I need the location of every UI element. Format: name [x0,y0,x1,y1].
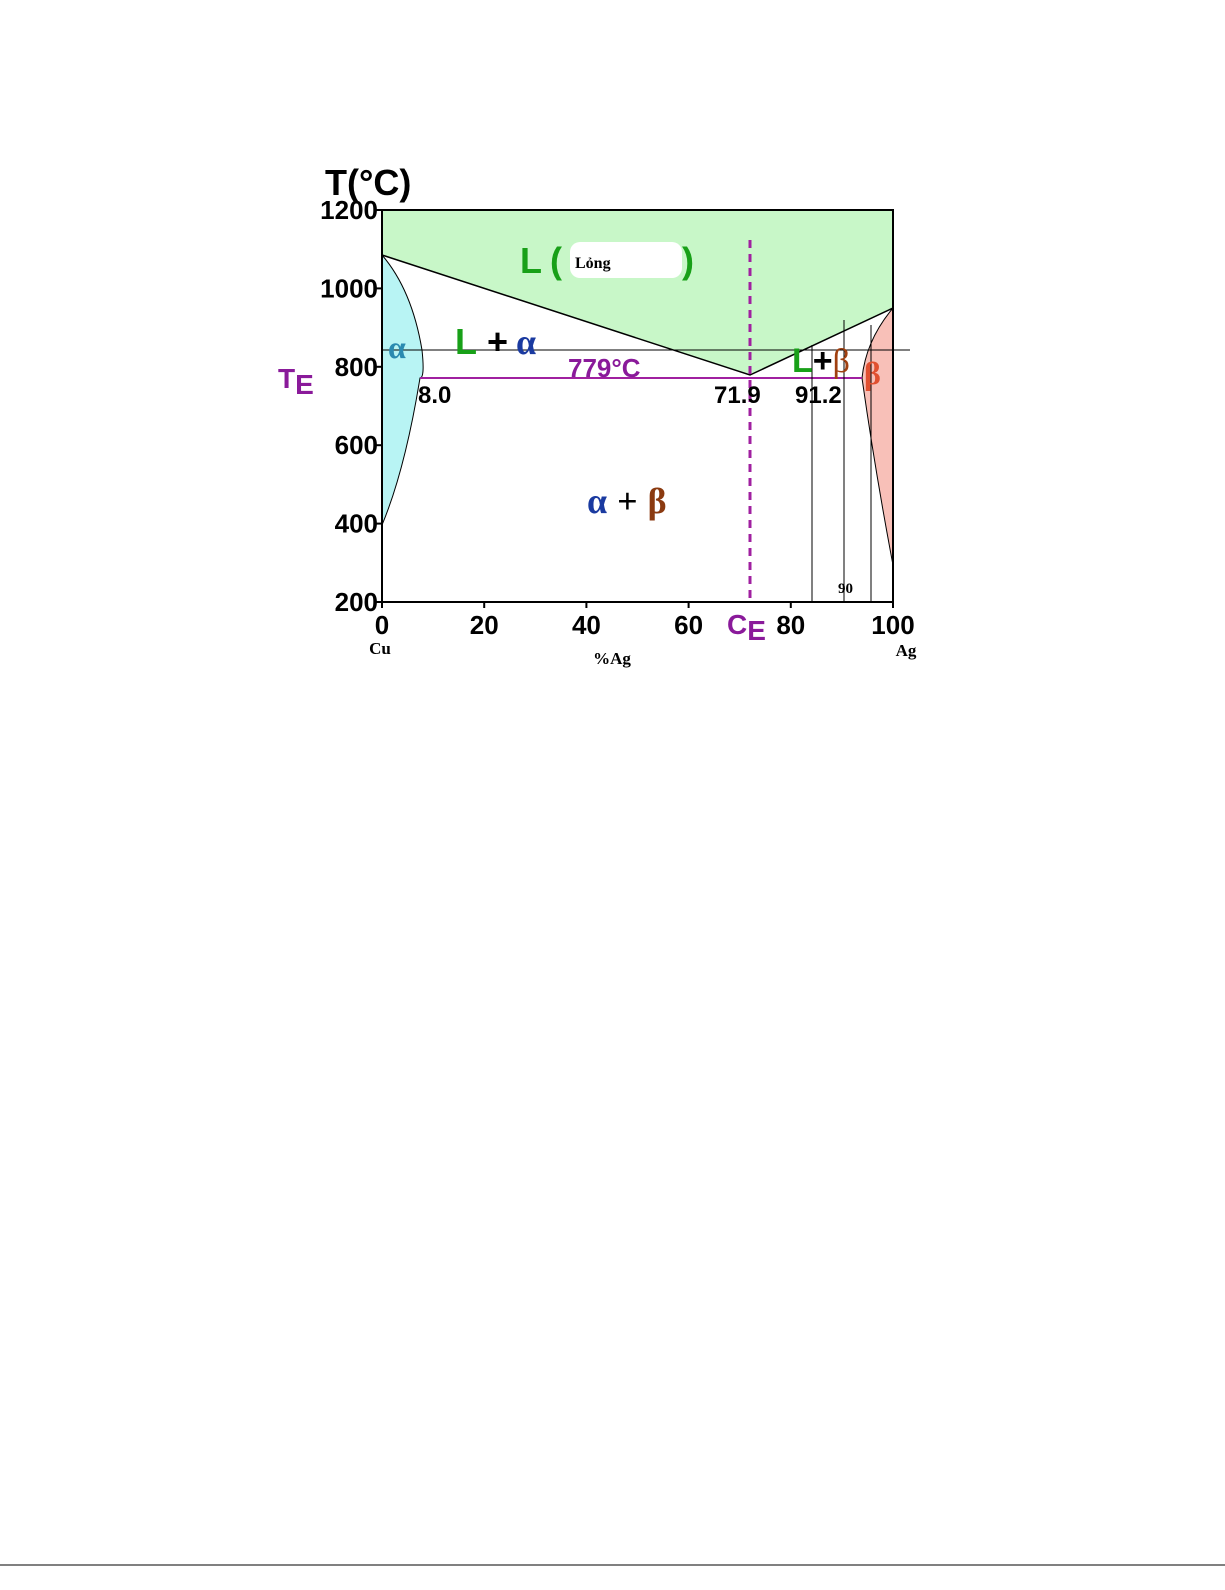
eutectic-point: 8.0 [418,382,451,409]
x-tick-label: 0 [375,610,389,640]
region-label: L+β [792,342,850,380]
region-label: ) [682,240,694,281]
marker-label: 90 [838,581,853,597]
region-label: L( [520,240,562,281]
region-label: Lỏng [575,255,611,272]
eutectic-point: 71.9 [714,382,761,409]
x-tick-label: 60 [674,610,703,640]
liquid-region [382,210,893,375]
x-left-label: Cu [369,639,391,658]
eutectic-temperature: 779°C [568,353,641,383]
y-tick-label: 1000 [320,273,378,303]
region-label: β [864,355,881,391]
x-tick-label: 20 [470,610,499,640]
x-right-label: Ag [896,641,917,660]
beta-region [861,306,894,566]
y-tick-label: 1200 [320,195,378,225]
x-tick-label: 40 [572,610,601,640]
alpha-region [381,253,424,526]
region-label: α [388,329,406,365]
plot-frame [381,209,894,603]
liquidus [381,254,894,376]
label-box [570,242,682,278]
eutectic-point: 91.2 [795,382,842,409]
region-label: L + α [455,321,536,362]
x-axis-label: %Ag [593,649,631,668]
x-tick-label: 100 [871,610,914,640]
y-tick-label: 200 [335,587,378,617]
region-label: α + β [587,481,667,521]
te-label: TE [278,363,314,400]
y-tick-label: 800 [335,352,378,382]
x-tick-label: 80 [776,610,805,640]
ce-label: CE [727,609,766,646]
y-tick-label: 600 [335,430,378,460]
y-tick-label: 400 [335,509,378,539]
axis-title: T(°C) [325,162,411,203]
